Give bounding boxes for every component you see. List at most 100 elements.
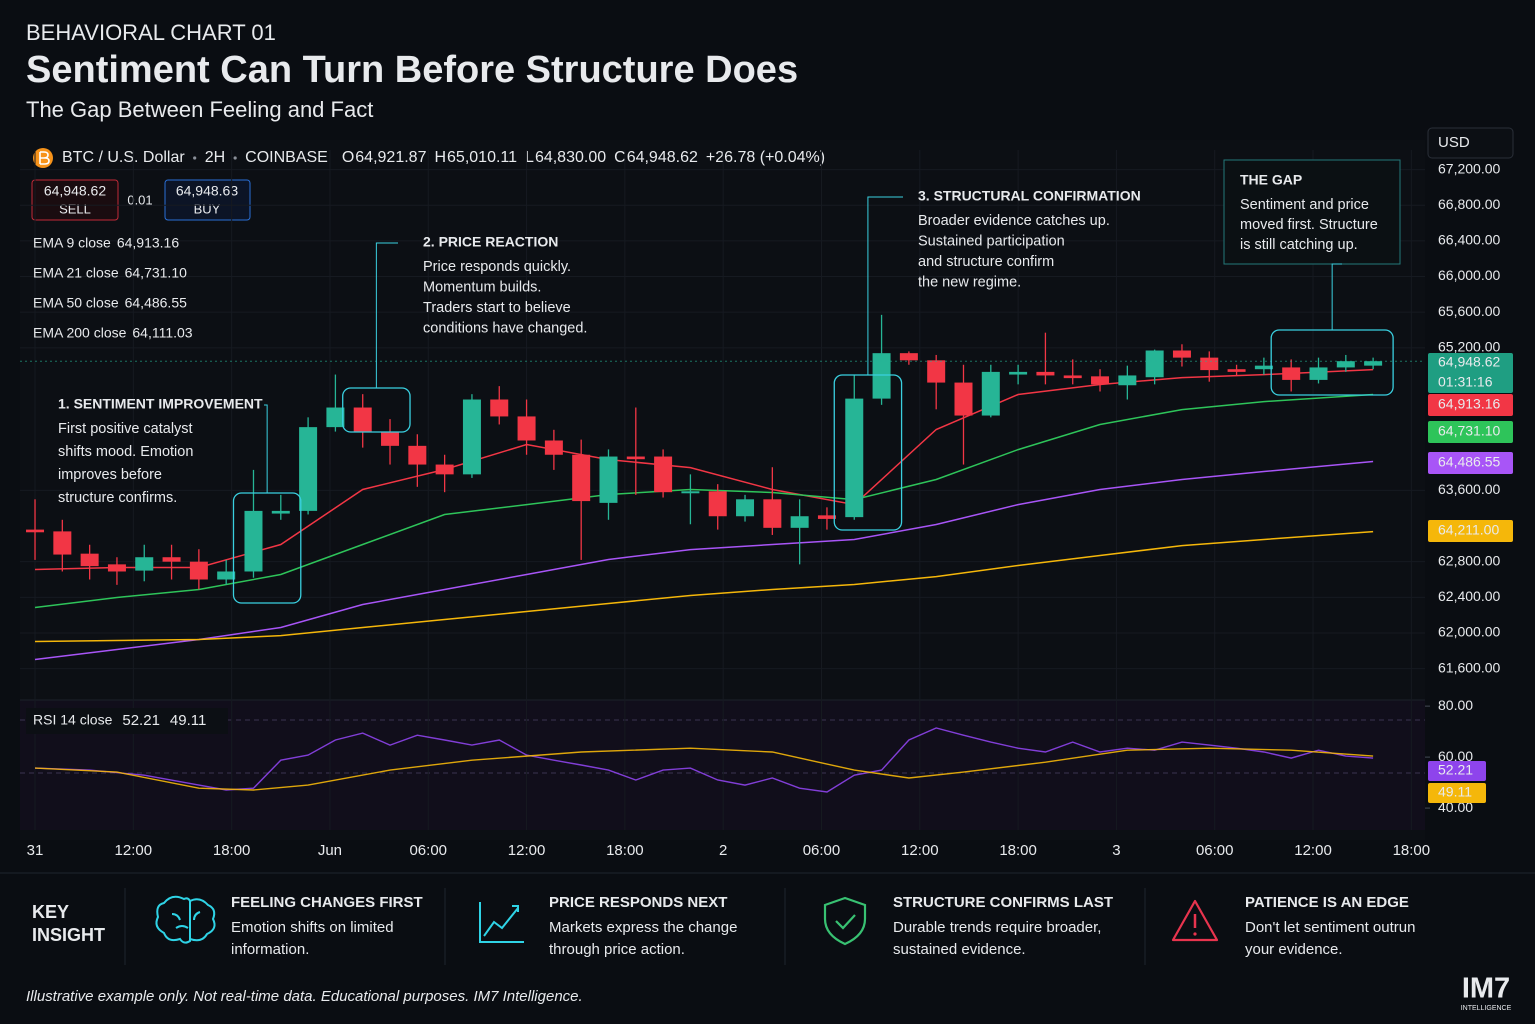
rsi-line (34, 727, 1374, 793)
symbol-text: 64,830.00 (535, 149, 606, 166)
legend-label: EMA 50 close (33, 295, 119, 311)
ema-line (34, 530, 1374, 643)
legend-label: EMA 9 close (33, 235, 111, 251)
annotation-title: 1. SENTIMENT IMPROVEMENT (58, 396, 263, 412)
ema-badge (1428, 394, 1513, 416)
annotation-text: shifts mood. Emotion (58, 444, 193, 460)
sell-button[interactable] (31, 179, 119, 221)
candle-body (271, 510, 290, 514)
kicker: BEHAVIORAL CHART 01 (26, 20, 276, 45)
candle-body (135, 557, 154, 571)
insight-title: STRUCTURE CONFIRMS LAST (893, 894, 1113, 911)
candle-body (490, 399, 509, 417)
connector (264, 404, 268, 493)
title: Sentiment Can Turn Before Structure Does (26, 49, 798, 91)
annotation-text: improves before (58, 467, 162, 483)
sell-price: 64,948.62 (44, 183, 106, 199)
insight-text: Markets express the change (549, 919, 737, 936)
candle-body (899, 353, 918, 361)
annotation-text: Sustained participation (918, 233, 1065, 249)
annotation-title: THE GAP (1240, 172, 1302, 188)
candle-body (1118, 375, 1137, 386)
x-tick-label: 3 (1112, 842, 1120, 859)
candle-body (654, 456, 673, 493)
annotation-text: Broader evidence catches up. (918, 213, 1110, 229)
symbol-text: O (342, 149, 354, 166)
price-badge-countdown: 01:31:16 (1438, 374, 1493, 390)
ema-badge-value: 64,913.16 (1438, 396, 1500, 412)
insight-text: sustained evidence. (893, 941, 1026, 958)
candle-body (981, 371, 1000, 416)
buy-button[interactable] (164, 179, 251, 221)
candle-body (572, 454, 591, 502)
candle-body (1145, 350, 1164, 378)
x-tick-label: 12:00 (115, 842, 153, 859)
insight-text: Emotion shifts on limited (231, 919, 394, 936)
annotation-text: and structure confirm (918, 254, 1054, 270)
x-tick-label: 31 (27, 842, 44, 859)
symbol-text: +26.78 (+0.04%) (706, 149, 825, 166)
candle-body (26, 529, 45, 533)
candle-body (1227, 369, 1246, 372)
candle-body (408, 445, 427, 465)
insight-text: Don't let sentiment outrun (1245, 919, 1415, 936)
candle-body (736, 499, 755, 517)
candle-body (462, 399, 481, 475)
symbol-text: BTC / U.S. Dollar (62, 149, 185, 166)
rsi-legend-value: 52.21 (122, 712, 160, 729)
candle-body (544, 440, 563, 455)
y-tick-label: 67,200.00 (1438, 160, 1500, 176)
brain-icon (155, 895, 216, 944)
x-tick-label: 06:00 (409, 842, 447, 859)
rsi-badge-value: 49.11 (1438, 784, 1472, 800)
y-tick-label: 80.00 (1438, 697, 1473, 713)
ema-line (34, 460, 1374, 661)
candle-body (107, 564, 126, 572)
sell-label: SELL (59, 201, 91, 216)
y-tick-label: 62,400.00 (1438, 588, 1500, 604)
candle-body (1254, 365, 1273, 370)
rsi-line (34, 747, 1374, 791)
symbol-text: 2H (205, 149, 225, 166)
x-tick-label: 18:00 (999, 842, 1037, 859)
y-tick-label: 66,000.00 (1438, 267, 1500, 283)
key-label: KEY (32, 902, 69, 922)
buy-label: BUY (194, 201, 221, 216)
candle-body (1009, 371, 1028, 375)
annotation-text: Traders start to believe (423, 300, 571, 316)
insight-text: your evidence. (1245, 941, 1343, 958)
connector (867, 196, 903, 375)
annotation-text: First positive catalyst (58, 421, 193, 437)
annotation-text: moved first. Structure (1240, 217, 1378, 233)
rsi-legend-label: RSI 14 close (33, 712, 113, 728)
y-tick-label: 66,400.00 (1438, 232, 1500, 248)
annotation-title: 3. STRUCTURAL CONFIRMATION (918, 188, 1141, 204)
y-tick-label: 63,600.00 (1438, 481, 1500, 497)
annotation-text: is still catching up. (1240, 237, 1358, 253)
x-tick-label: 2 (719, 842, 727, 859)
separator-dot (233, 156, 237, 160)
candle-body (1200, 357, 1219, 371)
y-tick-label: 62,000.00 (1438, 624, 1500, 640)
x-tick-label: 12:00 (901, 842, 939, 859)
separator-dot (193, 156, 197, 160)
chart-icon (479, 902, 524, 943)
insight-text: information. (231, 941, 309, 958)
candle-body (1282, 367, 1301, 380)
legend-label: EMA 200 close (33, 325, 127, 341)
rsi-panel (20, 700, 1425, 830)
candle-body (517, 416, 536, 441)
rsi-badge (1428, 783, 1486, 803)
x-tick-label: 12:00 (1294, 842, 1332, 859)
candle-body (817, 515, 836, 519)
rsi-badge-value: 52.21 (1438, 762, 1473, 778)
buy-price: 64,948.63 (176, 183, 238, 199)
annotation-text: Momentum builds. (423, 279, 541, 295)
ema-badge (1428, 520, 1513, 542)
candle-body (162, 557, 181, 562)
x-tick-label: 06:00 (1196, 842, 1234, 859)
candle-body (1309, 367, 1328, 380)
logo-subtitle: INTELLIGENCE (1461, 1005, 1512, 1012)
candle-body (1172, 350, 1191, 358)
